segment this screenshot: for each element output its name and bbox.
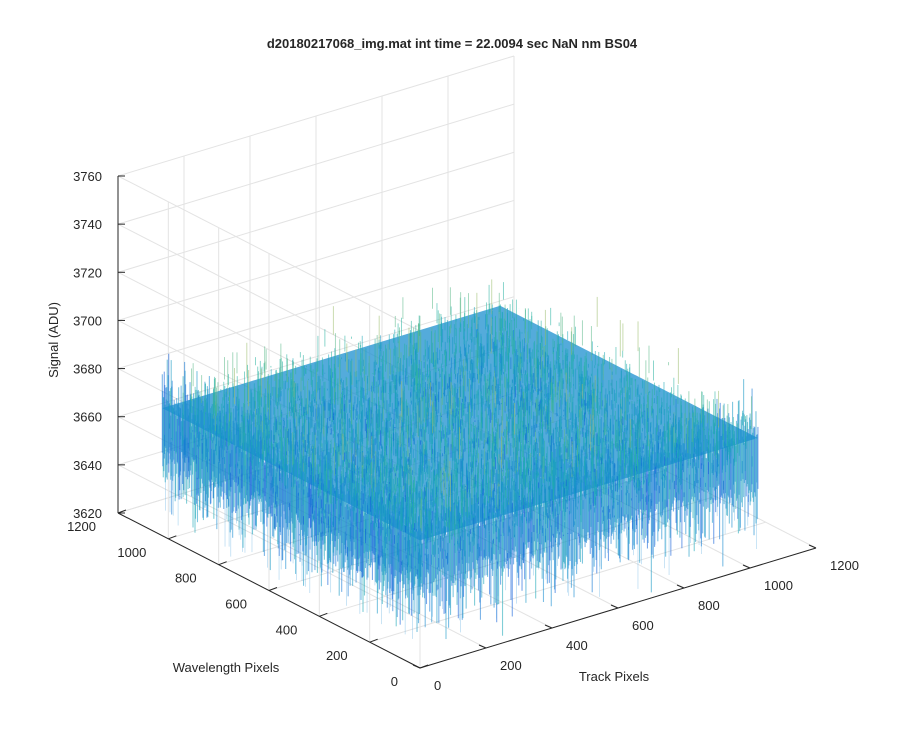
surface-plot (161, 279, 759, 640)
grid-line (183, 492, 487, 649)
chart-title: d20180217068_img.mat int time = 22.0094 … (267, 36, 638, 51)
